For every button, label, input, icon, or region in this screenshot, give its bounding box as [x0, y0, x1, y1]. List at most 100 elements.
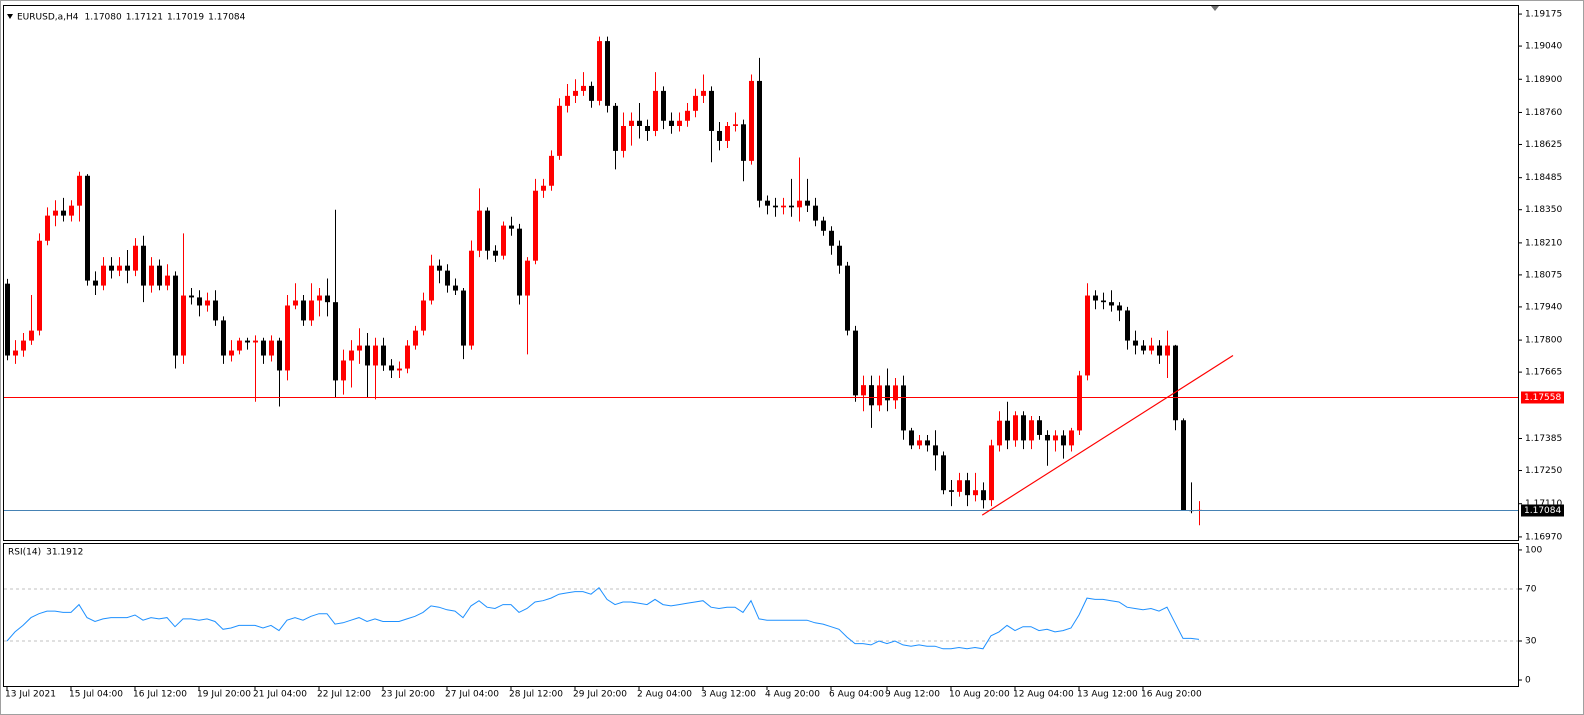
candle-body — [1165, 345, 1170, 356]
candle-body — [629, 120, 634, 126]
candle-body — [677, 120, 682, 126]
candle-body — [717, 130, 722, 141]
y-tick-label: 1.17665 — [1525, 368, 1562, 378]
candle-body — [821, 220, 826, 231]
candle-body — [413, 330, 418, 346]
y-tick-label: 1.18485 — [1525, 173, 1562, 183]
candle-body — [261, 340, 266, 356]
y-tick-label: 1.17385 — [1525, 434, 1562, 444]
candle-body — [253, 340, 258, 343]
x-tick-label: 19 Jul 20:00 — [197, 690, 251, 700]
candle-body — [69, 205, 74, 216]
candle-body — [181, 295, 186, 356]
candle-body — [653, 90, 658, 131]
candle-body — [245, 340, 250, 343]
y-tick-label: 1.17800 — [1525, 336, 1562, 346]
x-tick-label: 12 Aug 04:00 — [1013, 690, 1074, 700]
candle-body — [365, 345, 370, 366]
x-tick-label: 16 Jul 12:00 — [133, 690, 187, 700]
rsi-panel — [3, 543, 1519, 687]
candle-body — [1005, 420, 1010, 441]
candle-body — [589, 85, 594, 101]
candle-body — [709, 90, 714, 131]
candle-body — [389, 365, 394, 371]
candle-body — [725, 125, 730, 141]
candle-body — [965, 480, 970, 496]
candle-body — [381, 345, 386, 366]
candle-body — [1133, 340, 1138, 346]
candle-body — [981, 490, 986, 501]
y-tick-label: 1.19175 — [1525, 10, 1562, 20]
candle-body — [1149, 345, 1154, 351]
x-tick-label: 22 Jul 12:00 — [317, 690, 371, 700]
candle-body — [213, 300, 218, 321]
candle-body — [869, 385, 874, 406]
candle-body — [189, 295, 194, 298]
candle-body — [61, 210, 66, 216]
candle-body — [301, 300, 306, 321]
candle-body — [845, 265, 850, 331]
y-tick-label: 1.17250 — [1525, 466, 1562, 476]
candle-body — [661, 90, 666, 121]
candle-body — [21, 340, 26, 351]
candle-body — [485, 210, 490, 251]
y-tick-label: 1.18210 — [1525, 238, 1562, 248]
candle-body — [733, 124, 738, 126]
candle-body — [621, 125, 626, 151]
candle-body — [117, 265, 122, 271]
candle-body — [1037, 420, 1042, 435]
candle-body — [797, 200, 802, 208]
menu-arrow — [7, 14, 13, 19]
candle-body — [501, 225, 506, 256]
candle-body — [229, 350, 234, 356]
candle-body — [989, 445, 994, 501]
candle-body — [1141, 345, 1146, 351]
candle-body — [517, 228, 522, 296]
candle-body — [877, 385, 882, 406]
candle-body — [101, 265, 106, 286]
candle-body — [373, 345, 378, 366]
candle-body — [573, 90, 578, 96]
y-tick-label: 1.17940 — [1525, 302, 1562, 312]
candle-body — [285, 305, 290, 371]
candle-body — [149, 265, 154, 286]
candle-body — [925, 440, 930, 446]
candle-body — [5, 283, 10, 356]
candle-body — [829, 230, 834, 246]
candle-body — [581, 85, 586, 91]
candle-body — [173, 275, 178, 356]
candle-body — [461, 290, 466, 346]
candle-body — [773, 205, 778, 208]
x-tick-label: 15 Jul 04:00 — [69, 690, 123, 700]
candle-body — [309, 300, 314, 321]
y-tick-label: 1.16970 — [1525, 532, 1562, 542]
x-tick-label: 6 Aug 04:00 — [829, 690, 884, 700]
price-tag — [1521, 504, 1564, 517]
candle-body — [317, 295, 322, 301]
candle-body — [141, 245, 146, 286]
candle-body — [453, 285, 458, 291]
candle-body — [605, 41, 610, 106]
candle-body — [125, 265, 130, 271]
candle-body — [949, 490, 954, 492]
candle-body — [549, 155, 554, 186]
candle-body — [429, 265, 434, 301]
candle-body — [685, 110, 690, 121]
candle-body — [757, 80, 762, 201]
candle-body — [1069, 430, 1074, 446]
y-tick-label: 1.18625 — [1525, 140, 1562, 150]
y-tick-label: 0 — [1525, 676, 1531, 686]
candle-body — [445, 270, 450, 286]
candle-body — [341, 360, 346, 381]
candle-body — [701, 90, 706, 96]
candle-body — [405, 345, 410, 369]
candle-body — [885, 385, 890, 401]
candle-body — [1157, 345, 1162, 356]
candle-body — [421, 300, 426, 331]
candle-body — [853, 330, 858, 396]
y-tick-label: 100 — [1525, 545, 1542, 555]
candle-body — [93, 280, 98, 286]
candle-body — [349, 350, 354, 361]
quote-value: 1.17019 — [167, 13, 204, 23]
